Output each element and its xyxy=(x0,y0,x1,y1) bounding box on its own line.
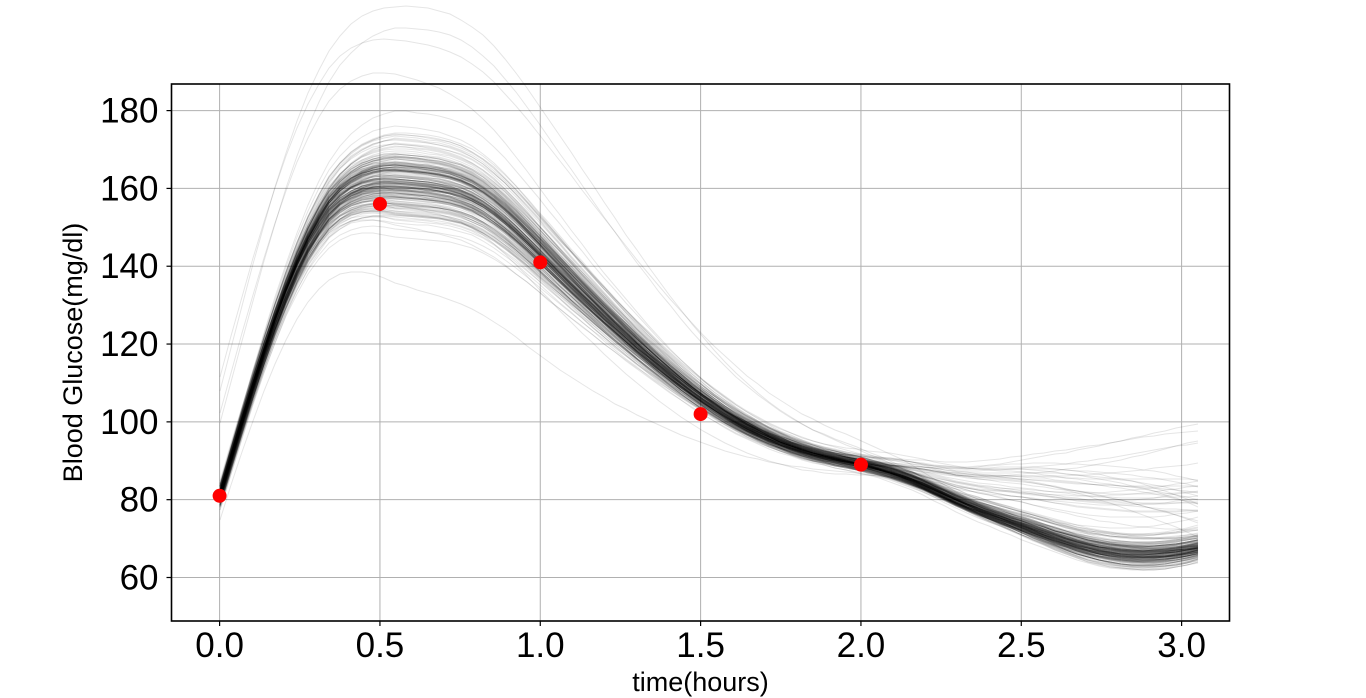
svg-text:time(hours): time(hours) xyxy=(632,667,769,697)
svg-text:60: 60 xyxy=(120,559,159,598)
svg-text:120: 120 xyxy=(100,325,158,364)
svg-text:140: 140 xyxy=(100,247,158,286)
svg-text:80: 80 xyxy=(120,481,159,520)
svg-text:0.0: 0.0 xyxy=(195,626,244,665)
svg-text:Blood Glucose(mg/dl): Blood Glucose(mg/dl) xyxy=(58,223,88,483)
svg-text:160: 160 xyxy=(100,169,158,208)
svg-text:1.5: 1.5 xyxy=(676,626,725,665)
svg-text:0.5: 0.5 xyxy=(356,626,405,665)
svg-text:2.0: 2.0 xyxy=(837,626,886,665)
svg-text:2.5: 2.5 xyxy=(997,626,1046,665)
svg-text:1.0: 1.0 xyxy=(516,626,565,665)
svg-text:3.0: 3.0 xyxy=(1157,626,1206,665)
svg-text:100: 100 xyxy=(100,403,158,442)
svg-text:180: 180 xyxy=(100,92,158,131)
